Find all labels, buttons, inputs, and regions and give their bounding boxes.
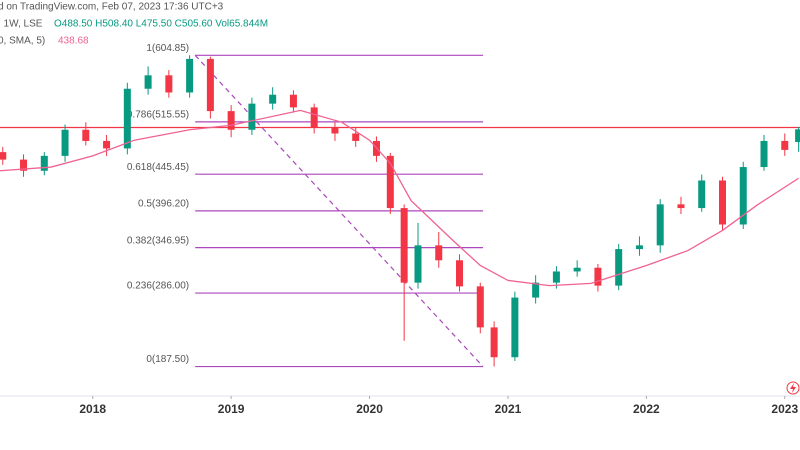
candle-body (573, 267, 581, 272)
candle-body (103, 140, 111, 149)
fib-label: 1(604.85) (146, 43, 189, 54)
fib-trend-line (194, 54, 484, 367)
candle-body (552, 271, 560, 283)
x-tick-label: 2021 (495, 402, 522, 416)
x-tick-label: 2019 (218, 402, 245, 416)
fib-label: 0.382(346.95) (127, 235, 189, 246)
candle-body (206, 58, 214, 112)
ohlc-text: O488.50 H508.40 L475.50 C505.60 Vol65.84… (54, 19, 268, 30)
candle-body (82, 129, 90, 141)
symbol-text: , 1W, LSE (0, 19, 43, 30)
candle-body (795, 129, 800, 143)
candle-body (227, 111, 235, 130)
candle-body (698, 180, 706, 209)
candle-body (781, 140, 789, 150)
candle-body (414, 245, 422, 283)
candle-body (123, 88, 131, 149)
candle-body (476, 286, 484, 328)
candle-body (656, 204, 664, 246)
candle-body (615, 249, 623, 286)
x-tick-label: 2020 (356, 402, 383, 416)
lightning-icon[interactable] (786, 381, 800, 395)
candle-body (456, 260, 464, 287)
candle-body (310, 107, 318, 128)
candle-body (635, 245, 643, 250)
candle-body (760, 140, 768, 168)
candle-body (532, 282, 540, 298)
candle-body (0, 152, 7, 160)
candle-body (144, 75, 152, 89)
fib-label: 0(187.50) (146, 354, 189, 365)
x-tick-label: 2023 (771, 402, 798, 416)
candle-body (165, 75, 173, 93)
indicator-value: 438.68 (58, 36, 89, 47)
candle-body (269, 94, 277, 104)
candle-body (386, 155, 394, 209)
candle-body (435, 245, 443, 261)
candle-body (61, 129, 69, 156)
candle-body (511, 297, 519, 358)
candle-body (490, 327, 498, 358)
candle-body (289, 94, 297, 108)
fib-label: 0.618(445.45) (127, 162, 189, 173)
candle-body (739, 167, 747, 225)
candle-body (248, 103, 256, 130)
candle-body (186, 58, 194, 93)
x-tick-label: 2022 (633, 402, 660, 416)
fib-label: 0.786(515.55) (127, 110, 189, 121)
fib-label: 0.5(396.20) (138, 199, 189, 210)
candle-body (400, 208, 408, 283)
sma-line (0, 109, 799, 287)
fib-label: 0.236(286.00) (127, 281, 189, 292)
source-text: d on TradingView.com, Feb 07, 2023 17:36… (0, 2, 224, 13)
candle-body (20, 159, 28, 171)
indicator-text: 0, SMA, 5) (0, 36, 45, 47)
candle-body (40, 155, 48, 171)
candle-body (352, 133, 360, 141)
candle-body (718, 180, 726, 225)
candle-body (594, 267, 602, 286)
candle-body (677, 204, 685, 209)
candle-body (331, 127, 339, 134)
x-tick-label: 2018 (79, 402, 106, 416)
